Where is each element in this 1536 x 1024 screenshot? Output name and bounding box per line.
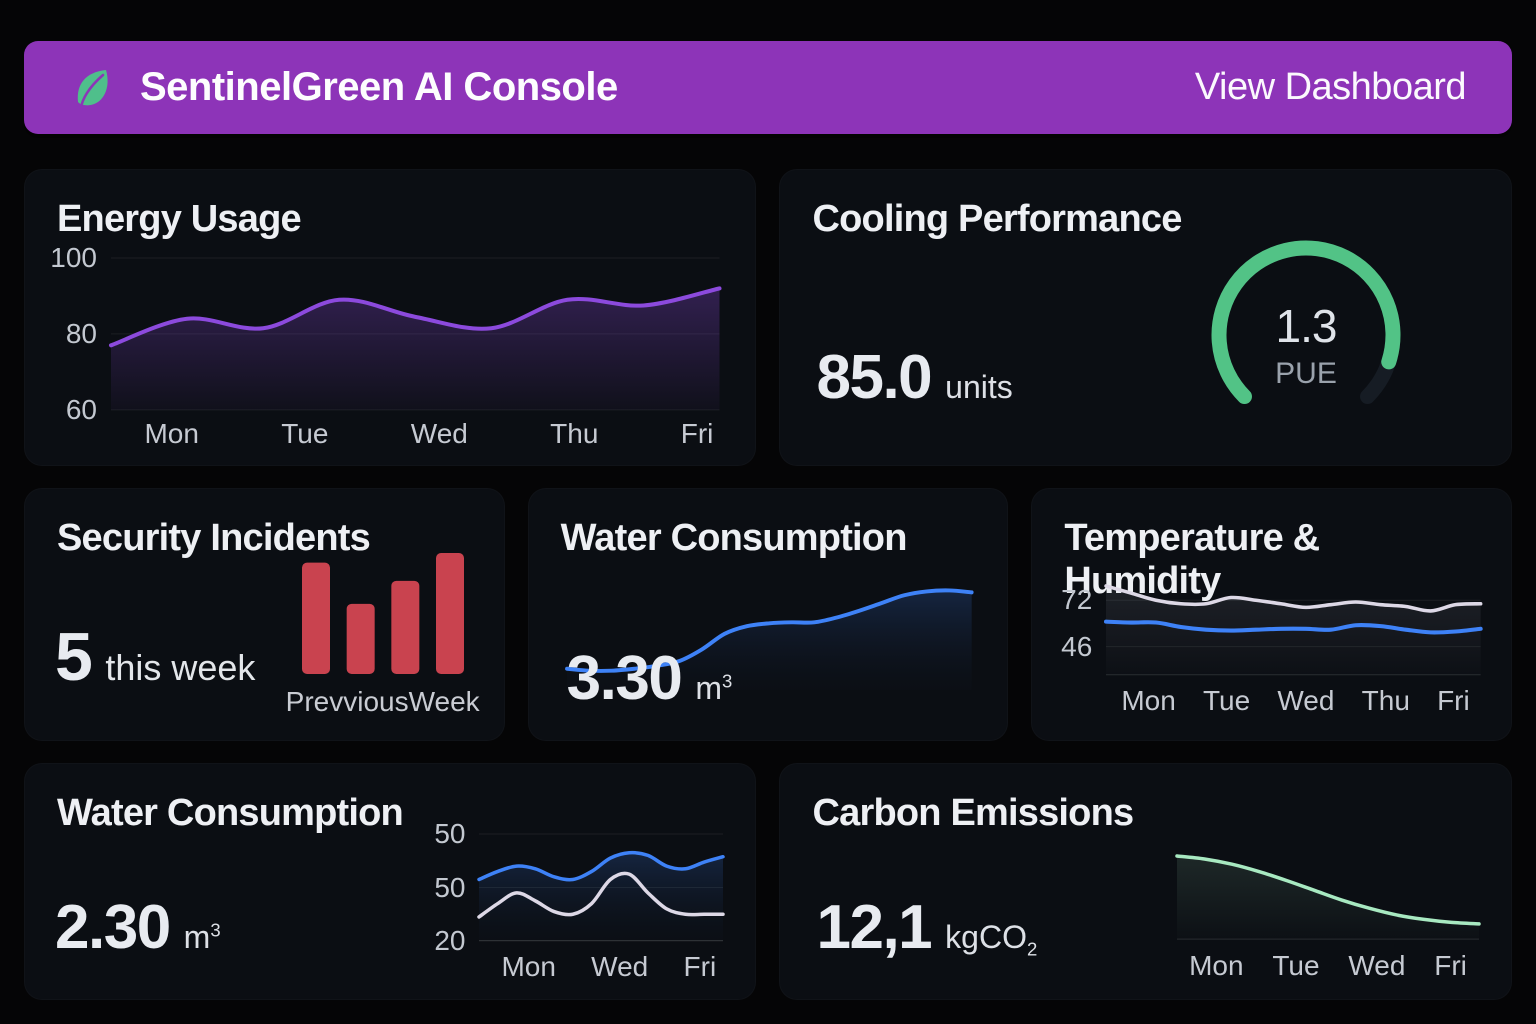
- x-axis-labels: Mon Tue Wed Fri: [1177, 940, 1479, 982]
- dashboard-grid: Energy Usage 100 80 60 Mon Tue Wed Thu Fri Coo…: [24, 169, 1512, 1000]
- carbon-value: 12,1 kgCO2: [816, 892, 1037, 963]
- carbon-value-number: 12,1: [816, 893, 932, 962]
- water-mini-chart: 50 50 20 Mon Wed Fri: [421, 818, 726, 983]
- card-title: Security Incidents: [57, 517, 371, 559]
- x-tick: Mon: [1121, 685, 1176, 717]
- water-mini-line-chart: [477, 833, 726, 942]
- water-mini-value: 2.30 m3: [55, 892, 221, 963]
- y-tick: 50: [434, 871, 466, 903]
- card-title: Energy Usage: [57, 198, 302, 240]
- x-tick: Wed: [410, 417, 468, 449]
- energy-line-chart: [108, 257, 722, 411]
- view-dashboard-button[interactable]: View Dashboard: [1194, 66, 1467, 108]
- bar-labels: Prevvious Week: [285, 686, 480, 718]
- card-title: Cooling Performance: [812, 198, 1182, 240]
- temp-humidity-chart: 72 46 Mon Tue Wed Thu Fri: [1061, 577, 1484, 717]
- x-tick: Mon: [1189, 949, 1244, 981]
- water-consumption-secondary-card: Water Consumption 2.30 m3 50 50 20 Mon Wed F…: [24, 763, 757, 1000]
- pue-gauge: 1.3 PUE: [1201, 232, 1411, 442]
- y-tick: 72: [1061, 584, 1093, 616]
- x-tick: Thu: [1361, 685, 1410, 717]
- bar-label-week: Week: [408, 686, 480, 717]
- security-incidents-card: Security Incidents 5 this week Prevvious…: [24, 488, 505, 741]
- pue-value: 1.3: [1275, 300, 1338, 352]
- leaf-icon: [70, 64, 118, 112]
- carbon-value-unit: kgCO2: [945, 919, 1038, 960]
- y-tick: 20: [434, 925, 466, 956]
- y-tick: 60: [65, 393, 97, 425]
- water-value-number: 3.30: [566, 644, 683, 713]
- x-tick: Tue: [281, 417, 329, 449]
- water-chart: [564, 574, 974, 690]
- y-tick: 46: [1061, 630, 1093, 662]
- water-mini-value-number: 2.30: [55, 893, 171, 962]
- security-value: 5 this week: [55, 618, 255, 696]
- temp-humidity-line-chart: [1104, 584, 1484, 676]
- x-axis-labels: Mon Wed Fri: [479, 941, 723, 983]
- x-tick: Thu: [550, 417, 599, 449]
- pue-gauge-text: 1.3 PUE: [1201, 240, 1411, 450]
- x-tick: Mon: [501, 951, 556, 982]
- x-axis-labels: Mon Tue Wed Thu Fri: [111, 410, 719, 450]
- temperature-humidity-card: Temperature & Humidity 72 46 Mon Tue Wed Thu…: [1031, 488, 1512, 741]
- x-tick: Tue: [1272, 949, 1320, 981]
- brand: SentinelGreen AI Console: [70, 64, 618, 112]
- y-tick: 100: [50, 242, 97, 273]
- y-axis-labels: 50 50 20: [421, 818, 479, 956]
- carbon-chart: Mon Tue Wed Fri: [1175, 850, 1481, 982]
- y-axis-labels: 100 80 60: [50, 242, 111, 425]
- water-mini-value-unit: m3: [183, 919, 221, 955]
- energy-chart: 100 80 60 Mon Tue Wed Thu Fri: [50, 242, 722, 450]
- security-bar-chart: Prevvious Week: [285, 553, 480, 718]
- x-tick: Fri: [1434, 949, 1467, 981]
- security-count-suffix: this week: [105, 647, 256, 688]
- security-count: 5: [55, 619, 93, 695]
- y-tick: 50: [434, 818, 466, 849]
- water-value: 3.30 m3: [567, 643, 733, 714]
- x-tick: Fri: [680, 417, 714, 449]
- x-axis-labels: Mon Tue Wed Thu Fri: [1106, 675, 1481, 717]
- y-axis-labels: 72 46: [1061, 577, 1106, 675]
- pue-label: PUE: [1275, 357, 1337, 390]
- cooling-value-unit: units: [945, 369, 1013, 405]
- x-tick: Wed: [1277, 685, 1335, 717]
- water-consumption-card: Water Consumption 3.30 m3: [527, 488, 1009, 741]
- app-header: SentinelGreen AI Console View Dashboard: [24, 41, 1512, 134]
- x-tick: Mon: [144, 417, 199, 449]
- x-tick: Fri: [683, 951, 717, 982]
- energy-usage-card: Energy Usage 100 80 60 Mon Tue Wed Thu Fri: [24, 169, 757, 466]
- cooling-value: 85.0 units: [816, 342, 1012, 413]
- carbon-emissions-card: Carbon Emissions 12,1 kgCO2 Mon Tue Wed Fri: [779, 763, 1512, 1000]
- card-title: Carbon Emissions: [812, 792, 1134, 834]
- y-tick: 80: [65, 317, 97, 349]
- bar-label-previous: Prevvious: [285, 686, 409, 717]
- x-tick: Tue: [1202, 685, 1251, 717]
- card-title: Water Consumption: [560, 517, 908, 559]
- water-value-unit: m3: [695, 670, 733, 706]
- cooling-performance-card: Cooling Performance 85.0 units 1.3 PUE: [779, 169, 1512, 466]
- x-tick: Wed: [1348, 949, 1406, 981]
- x-tick: Wed: [591, 951, 649, 982]
- carbon-line-chart: [1175, 854, 1481, 940]
- cooling-value-number: 85.0: [816, 343, 932, 412]
- pue-gauge-arc: [1211, 240, 1401, 405]
- x-tick: Fri: [1437, 685, 1470, 717]
- water-line-chart: [564, 588, 974, 690]
- card-title: Water Consumption: [57, 792, 404, 834]
- app-title: SentinelGreen AI Console: [140, 65, 618, 109]
